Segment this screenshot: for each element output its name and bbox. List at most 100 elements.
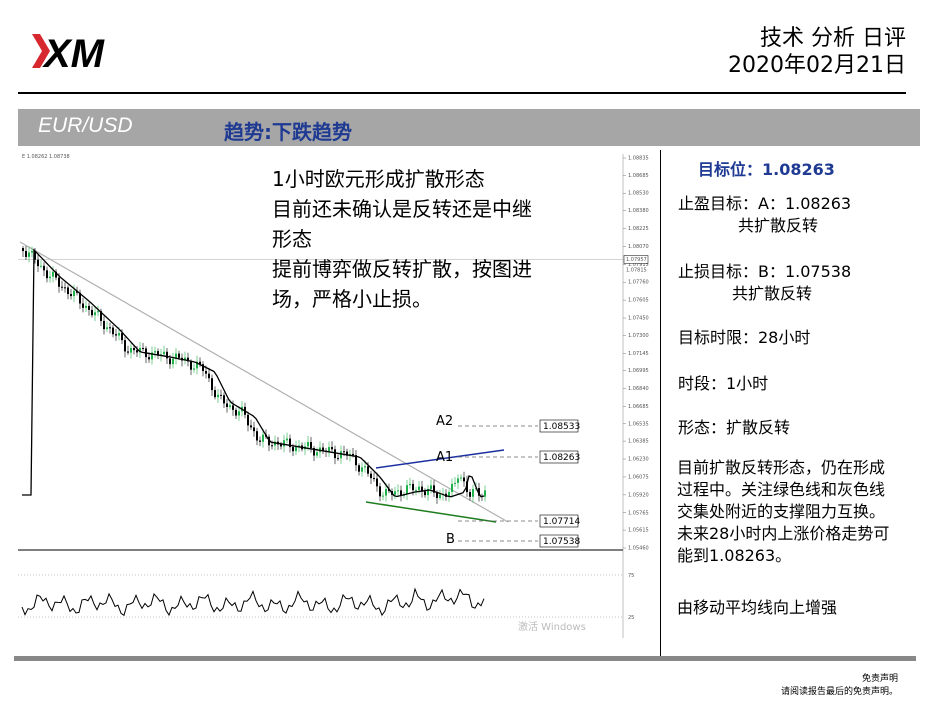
candle-body [280, 444, 282, 447]
candle-body [169, 358, 171, 365]
candle-body [478, 488, 480, 496]
title-divider [18, 92, 906, 94]
candle-body [88, 305, 90, 310]
candle-body [406, 485, 408, 495]
level-value-box [539, 450, 579, 464]
candle-body [121, 333, 123, 341]
candle-body [157, 351, 159, 356]
candle-body [43, 265, 45, 271]
candle-body [238, 411, 240, 416]
footer-bar [14, 656, 916, 661]
candle-body [343, 451, 345, 453]
candle-body [352, 453, 354, 456]
lower-expansion-line [365, 501, 497, 523]
candle-body [79, 292, 81, 304]
candle-body [484, 490, 486, 497]
candle-body [355, 455, 357, 466]
candle-body [193, 368, 195, 370]
xm-logo: XM [32, 32, 106, 72]
price-tick-label: 1.06535 [628, 421, 649, 427]
level-value: 1.08533 [543, 422, 580, 432]
current-price-label: 1.07957 [626, 257, 647, 263]
candle-body [208, 373, 210, 379]
take-profit: 止盈目标：A：1.08263 [678, 194, 852, 213]
candle-body [274, 441, 276, 446]
candle-body [22, 248, 24, 251]
price-tick-label: 1.08835 [628, 156, 649, 162]
candle-body [268, 436, 270, 446]
price-chart: E 1.08262 1.08738 1.088351.086851.085301… [18, 150, 650, 642]
candle-body [340, 451, 342, 459]
chart-header-text: E 1.08262 1.08738 [22, 154, 70, 160]
candle-body [430, 485, 432, 489]
section-banner [18, 109, 920, 146]
candle-body [115, 334, 117, 336]
summary-line: 过程中。关注绿色线和灰色线 [677, 480, 886, 499]
candle-body [202, 364, 204, 371]
candle-body [220, 394, 222, 396]
moving-average-line [22, 248, 485, 498]
candle-body [250, 425, 252, 428]
time-limit: 目标时限：28小时 [678, 328, 811, 347]
target-level: 目标位：1.08263 [698, 160, 835, 179]
price-tick-label: 1.08685 [628, 173, 649, 179]
level-label: A1 [436, 450, 453, 465]
candle-body [298, 445, 300, 447]
level-value-box [539, 514, 579, 528]
candle-body [397, 490, 399, 492]
current-price-box [623, 255, 649, 264]
candle-body [196, 361, 198, 369]
price-tick-label: 1.08380 [628, 208, 649, 214]
candle-body [331, 447, 333, 450]
candle-body [112, 327, 114, 335]
price-tick-label: 1.05615 [628, 528, 649, 534]
level-label: A2 [436, 414, 453, 429]
candle-body [133, 348, 135, 351]
disclaimer-title: 免责声明 [861, 674, 898, 684]
candle-body [103, 320, 105, 330]
candle-body [130, 348, 132, 353]
candle-body [361, 467, 363, 472]
svg-text:XM: XM [42, 32, 106, 72]
candle-body [289, 438, 291, 448]
candle-body [34, 250, 36, 260]
candle-body [184, 357, 186, 361]
candle-body [460, 477, 462, 479]
candle-body [211, 378, 213, 391]
candle-body [70, 294, 72, 297]
candle-body [382, 495, 384, 497]
level-value-box [539, 419, 579, 433]
summary-line: 目前扩散反转形态，仍在形成 [677, 458, 886, 477]
candle-body [334, 449, 336, 459]
candle-body [97, 311, 99, 313]
candle-body [385, 489, 387, 496]
candle-body [376, 478, 378, 487]
candle-body [328, 447, 330, 452]
oscillator-line [21, 587, 485, 617]
summary-text: 目前扩散反转形态，仍在形成 过程中。关注绿色线和灰色线 交集处附近的支撑阻力互换… [677, 457, 927, 567]
currency-pair: EUR/USD [38, 114, 133, 137]
level-value: 1.08263 [543, 453, 580, 463]
price-tick-label: 1.06230 [628, 457, 649, 463]
candle-body [259, 440, 261, 442]
price-tick-label: 1.06995 [628, 368, 649, 374]
candle-body [55, 271, 57, 278]
candle-body [367, 466, 369, 474]
price-tick-label: 1.07450 [628, 316, 649, 322]
price-tick-label: 1.05460 [628, 546, 649, 552]
candle-body [49, 276, 51, 279]
price-tick-label: 1.07760 [628, 280, 649, 286]
candle-body [424, 491, 426, 496]
disclaimer-text: 请阅读报告最后的免责声明。 [780, 687, 898, 697]
period: 时段：1小时 [678, 374, 769, 393]
candle-body [295, 446, 297, 452]
take-profit-note: 共扩散反转 [738, 216, 819, 235]
candle-body [358, 465, 360, 472]
price-tick-label: 1.07300 [628, 333, 649, 339]
price-tick-label: 1.07145 [628, 351, 649, 357]
trendlines [19, 241, 509, 523]
candle-body [322, 447, 324, 451]
level-a2: 1.08533 A2 [436, 414, 580, 433]
candle-body [31, 250, 33, 253]
candle-body [109, 327, 111, 329]
